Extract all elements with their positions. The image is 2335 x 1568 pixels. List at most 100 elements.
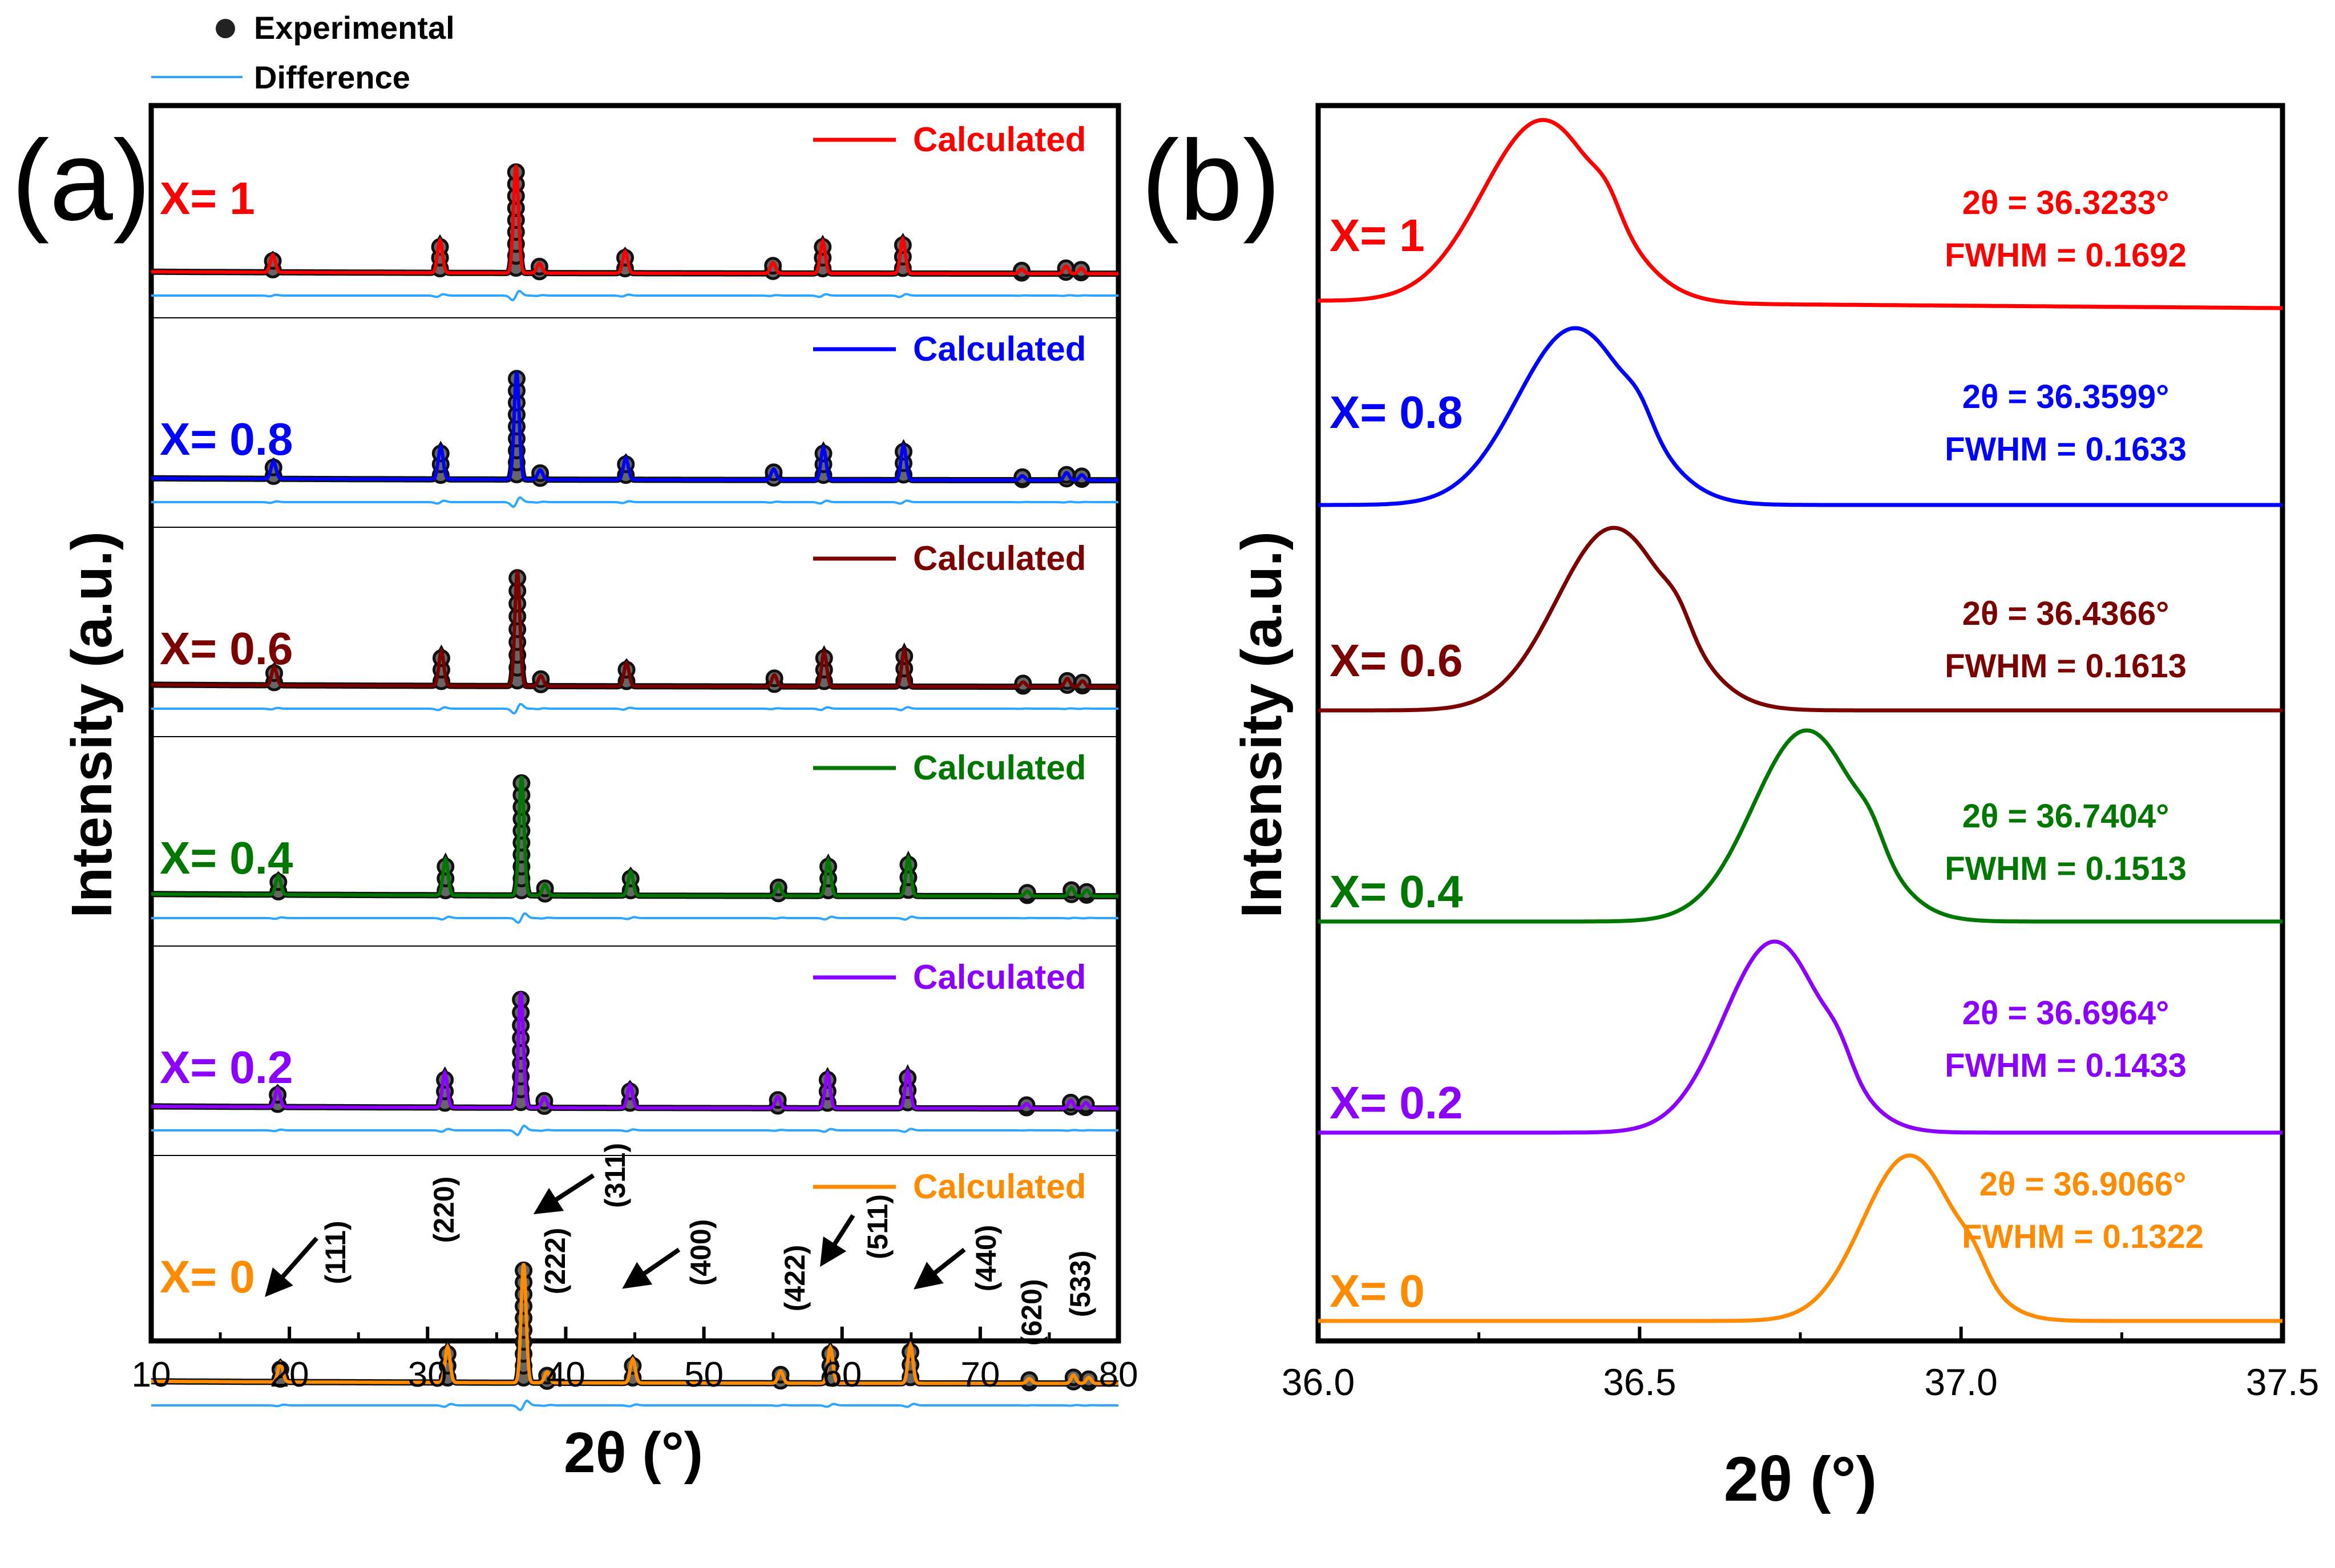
- peak-trace: [1318, 1153, 2283, 1323]
- calculated-legend-label: Calculated: [913, 749, 1086, 787]
- pattern-x1: X= 0.8 Calculated: [151, 317, 1118, 508]
- peak-trace: [1318, 526, 2283, 713]
- experimental-trace: [151, 371, 1118, 484]
- difference-trace: [151, 912, 1118, 924]
- peak-x3: X= 0.4 2θ = 36.7404° FWHM = 0.1513: [1318, 728, 2283, 924]
- panel-b-label: (b): [1141, 117, 1280, 244]
- pattern-x3: X= 0.4 Calculated: [151, 736, 1118, 924]
- peak-position-label: 2θ = 36.7404°: [1962, 798, 2170, 835]
- fwhm-label: FWHM = 0.1322: [1962, 1218, 2204, 1255]
- series-label: X= 0: [1330, 1266, 1425, 1316]
- pattern-x4: X= 0.2 Calculated: [151, 945, 1118, 1137]
- x-tick-label: 80: [1099, 1355, 1138, 1395]
- calculated-legend-label: Calculated: [913, 330, 1086, 368]
- series-label: X= 0.2: [1330, 1077, 1463, 1128]
- peak-position-label: 2θ = 36.3233°: [1962, 184, 2170, 221]
- panel-a-series: X= 1 Calculated X= 0.8 Calculated X= 0.6 Calc…: [151, 120, 1118, 1412]
- x-tick-label: 30: [408, 1355, 447, 1395]
- difference-trace: [151, 703, 1118, 714]
- panel-b-xlabel: 2θ (°): [1724, 1444, 1877, 1514]
- difference-trace: [151, 290, 1118, 301]
- hkl-label: (311): [599, 1143, 631, 1208]
- series-label: X= 0.8: [160, 414, 293, 464]
- difference-trace: [151, 496, 1118, 508]
- x-tick-label: 36.0: [1282, 1361, 1355, 1403]
- peak-x4: X= 0.2 2θ = 36.6964° FWHM = 0.1433: [1318, 939, 2283, 1135]
- series-label: X= 1: [1330, 210, 1425, 261]
- peak-position-label: 2θ = 36.4366°: [1962, 595, 2170, 632]
- series-label: X= 0.6: [160, 623, 293, 674]
- difference-trace: [151, 1399, 1118, 1412]
- panel-b-x-ticks: 36.0 36.5 37.0 37.5: [1282, 1327, 2319, 1403]
- peak-trace: [1318, 939, 2283, 1135]
- panel-a-xlabel: 2θ (°): [564, 1421, 703, 1485]
- panel-a-ylabel: Intensity (a.u.): [60, 531, 124, 918]
- hkl-label: (422): [779, 1245, 811, 1312]
- peak-trace: [1318, 118, 2283, 310]
- hkl-label: (620): [1016, 1279, 1048, 1346]
- pattern-x2: X= 0.6 Calculated: [151, 527, 1118, 714]
- peak-x1: X= 0.8 2θ = 36.3599° FWHM = 0.1633: [1318, 326, 2283, 507]
- peak-position-label: 2θ = 36.3599°: [1962, 378, 2170, 415]
- hkl-label: (111): [320, 1221, 352, 1284]
- peak-x0: X= 1 2θ = 36.3233° FWHM = 0.1692: [1318, 118, 2283, 310]
- hkl-arrow: [622, 1247, 681, 1289]
- x-tick-label: 10: [132, 1355, 171, 1395]
- panel-a-x-ticks: 10 20 30 40 50 60 70 80: [132, 1327, 1138, 1395]
- hkl-label: (220): [428, 1177, 460, 1243]
- series-label: X= 0.2: [160, 1042, 293, 1093]
- pattern-x5: X= 0 Calculated: [151, 1155, 1118, 1412]
- calculated-trace: [151, 1263, 1118, 1385]
- x-tick-label: 20: [270, 1355, 309, 1395]
- calculated-trace: [151, 165, 1118, 276]
- series-label: X= 0.4: [1330, 866, 1463, 917]
- difference-trace: [151, 1124, 1118, 1137]
- fwhm-label: FWHM = 0.1692: [1945, 237, 2187, 274]
- panel-b: (b) X= 1 2θ = 36.3233° FWHM = 0.1692 X= 0.8…: [1141, 103, 2319, 1514]
- calculated-legend-label: Calculated: [913, 539, 1086, 577]
- legend-difference-label: Difference: [254, 59, 410, 95]
- pattern-x0: X= 1 Calculated: [151, 120, 1118, 301]
- x-tick-label: 70: [960, 1355, 1000, 1395]
- experimental-trace: [151, 164, 1118, 277]
- peak-x5: X= 0 2θ = 36.9066° FWHM = 0.1322: [1318, 1153, 2283, 1323]
- peak-trace: [1318, 326, 2283, 507]
- x-tick-label: 37.5: [2246, 1361, 2319, 1403]
- legend-experimental-marker: [216, 19, 235, 38]
- peak-position-label: 2θ = 36.6964°: [1962, 995, 2170, 1032]
- x-tick-label: 37.0: [1924, 1361, 1997, 1403]
- fwhm-label: FWHM = 0.1633: [1945, 431, 2187, 468]
- x-tick-label: 36.5: [1603, 1361, 1676, 1403]
- calculated-legend-label: Calculated: [913, 120, 1086, 159]
- calculated-trace: [151, 992, 1118, 1110]
- series-label: X= 0.8: [1330, 387, 1463, 438]
- calculated-legend-label: Calculated: [913, 958, 1086, 996]
- x-tick-label: 40: [546, 1355, 585, 1395]
- calculated-trace: [151, 371, 1118, 482]
- hkl-arrow: [914, 1247, 966, 1290]
- series-label: X= 0: [160, 1251, 255, 1302]
- x-tick-label: 60: [822, 1355, 862, 1395]
- peak-position-label: 2θ = 36.9066°: [1980, 1166, 2187, 1203]
- calculated-legend-label: Calculated: [913, 1167, 1086, 1206]
- hkl-arrow: [820, 1214, 855, 1267]
- series-label: X= 1: [160, 173, 255, 224]
- hkl-arrow: [265, 1236, 318, 1297]
- panel-b-ylabel: Intensity (a.u.): [1230, 531, 1294, 918]
- hkl-arrow: [533, 1173, 595, 1215]
- peak-trace: [1318, 728, 2283, 924]
- hkl-label: (440): [970, 1225, 1002, 1292]
- panel-b-series: X= 1 2θ = 36.3233° FWHM = 0.1692 X= 0.8 2θ =…: [1318, 118, 2283, 1323]
- series-label: X= 0.6: [1330, 635, 1463, 686]
- x-tick-label: 50: [684, 1355, 724, 1395]
- hkl-label: (511): [862, 1194, 894, 1259]
- hkl-label: (400): [685, 1219, 717, 1286]
- hkl-annotations: (111) (220) (222) (311) (400) (422) (511) (440)…: [265, 1143, 1096, 1346]
- hkl-label: (533): [1064, 1251, 1096, 1318]
- series-label: X= 0.4: [160, 833, 293, 883]
- hkl-label: (222): [539, 1228, 571, 1295]
- calculated-trace: [151, 775, 1118, 898]
- panel-a-label: (a): [11, 117, 151, 244]
- panel-b-frame: [1315, 103, 2285, 1344]
